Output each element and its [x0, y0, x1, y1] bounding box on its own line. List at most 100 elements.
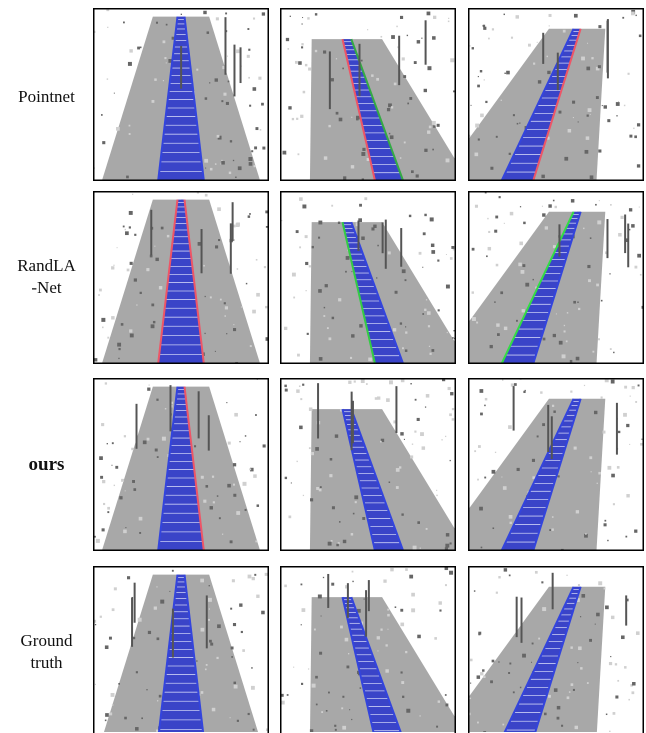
- point-speckle: [495, 215, 499, 219]
- point-speckle: [215, 245, 219, 249]
- rail: [341, 596, 375, 732]
- point-speckle: [403, 75, 407, 78]
- point-speckle: [523, 221, 526, 225]
- point-speckle: [350, 533, 354, 536]
- point-speckle: [476, 675, 481, 679]
- point-speckle: [453, 330, 455, 332]
- point-speckle: [577, 584, 580, 587]
- point-speckle: [99, 456, 103, 460]
- point-speckle: [200, 627, 205, 632]
- point-speckle: [94, 623, 97, 626]
- point-speckle: [585, 533, 587, 535]
- point-speckle: [227, 80, 230, 83]
- point-speckle: [102, 141, 106, 145]
- rail: [183, 574, 205, 732]
- point-speckle: [218, 239, 221, 242]
- point-speckle: [473, 590, 476, 592]
- point-speckle: [297, 153, 300, 156]
- point-speckle: [577, 662, 579, 664]
- point-speckle: [394, 606, 397, 608]
- point-speckle: [629, 395, 631, 397]
- panel-border: [280, 8, 456, 181]
- point-speckle: [250, 685, 255, 690]
- point-speckle: [232, 463, 237, 467]
- point-speckle: [400, 432, 404, 436]
- point-speckle: [102, 479, 106, 484]
- point-speckle: [225, 12, 228, 15]
- point-speckle: [301, 682, 304, 685]
- point-speckle: [478, 633, 481, 636]
- panel-content: [280, 191, 456, 364]
- point-speckle: [252, 309, 256, 314]
- point-speckle: [211, 475, 215, 478]
- point-speckle: [107, 26, 109, 28]
- point-speckle: [226, 55, 228, 57]
- point-speckle: [400, 378, 405, 383]
- point-speckle: [350, 165, 355, 169]
- point-speckle: [408, 214, 412, 218]
- point-speckle: [477, 721, 479, 724]
- point-speckle: [204, 158, 209, 163]
- point-speckle: [401, 269, 406, 274]
- point-speckle: [203, 264, 205, 267]
- point-speckle: [626, 423, 630, 428]
- point-speckle: [224, 306, 229, 310]
- point-speckle: [451, 407, 455, 411]
- point-speckle: [232, 483, 236, 486]
- point-speckle: [133, 488, 137, 491]
- point-speckle: [604, 378, 609, 383]
- point-speckle: [551, 528, 554, 531]
- point-speckle: [111, 464, 113, 466]
- panel: [468, 378, 644, 551]
- point-speckle: [337, 542, 340, 545]
- rail: [157, 199, 179, 364]
- row-label-line: Pointnet: [18, 87, 75, 106]
- point-speckle: [100, 114, 103, 116]
- point-speckle: [483, 79, 485, 81]
- point-speckle: [403, 141, 406, 144]
- point-speckle: [469, 658, 473, 662]
- point-speckle: [149, 254, 153, 258]
- point-speckle: [600, 396, 603, 399]
- point-speckle: [502, 486, 507, 490]
- point-speckle: [616, 115, 618, 117]
- point-speckle: [351, 570, 354, 573]
- point-speckle: [424, 148, 428, 152]
- point-speckle: [362, 147, 366, 151]
- point-speckle: [585, 136, 590, 140]
- point-speckle: [126, 268, 130, 272]
- point-speckle: [390, 567, 394, 572]
- point-speckle: [477, 478, 479, 481]
- point-speckle: [478, 445, 481, 448]
- point-speckle: [124, 228, 126, 231]
- point-speckle: [107, 511, 110, 514]
- point-speckle: [445, 254, 447, 256]
- point-speckle: [256, 504, 260, 507]
- point-speckle: [166, 234, 170, 238]
- point-speckle: [400, 622, 405, 627]
- point-speckle: [162, 40, 166, 44]
- point-speckle: [503, 13, 505, 16]
- point-speckle: [216, 134, 220, 138]
- point-speckle: [389, 380, 393, 385]
- rail: [183, 199, 205, 364]
- point-speckle: [409, 574, 414, 579]
- point-speckle: [380, 438, 385, 443]
- point-speckle: [510, 36, 514, 39]
- point-speckle: [251, 667, 253, 669]
- point-speckle: [284, 476, 288, 480]
- point-speckle: [629, 443, 631, 445]
- point-speckle: [413, 61, 417, 64]
- point-speckle: [570, 199, 575, 203]
- point-speckle: [256, 594, 260, 598]
- point-speckle: [334, 434, 339, 438]
- point-speckle: [612, 712, 616, 715]
- point-speckle: [204, 295, 206, 298]
- point-speckle: [445, 533, 450, 537]
- point-speckle: [210, 642, 214, 646]
- point-speckle: [531, 642, 534, 645]
- point-speckle: [300, 114, 304, 118]
- point-speckle: [616, 466, 620, 469]
- panel-border: [93, 566, 269, 733]
- point-speckle: [610, 615, 615, 620]
